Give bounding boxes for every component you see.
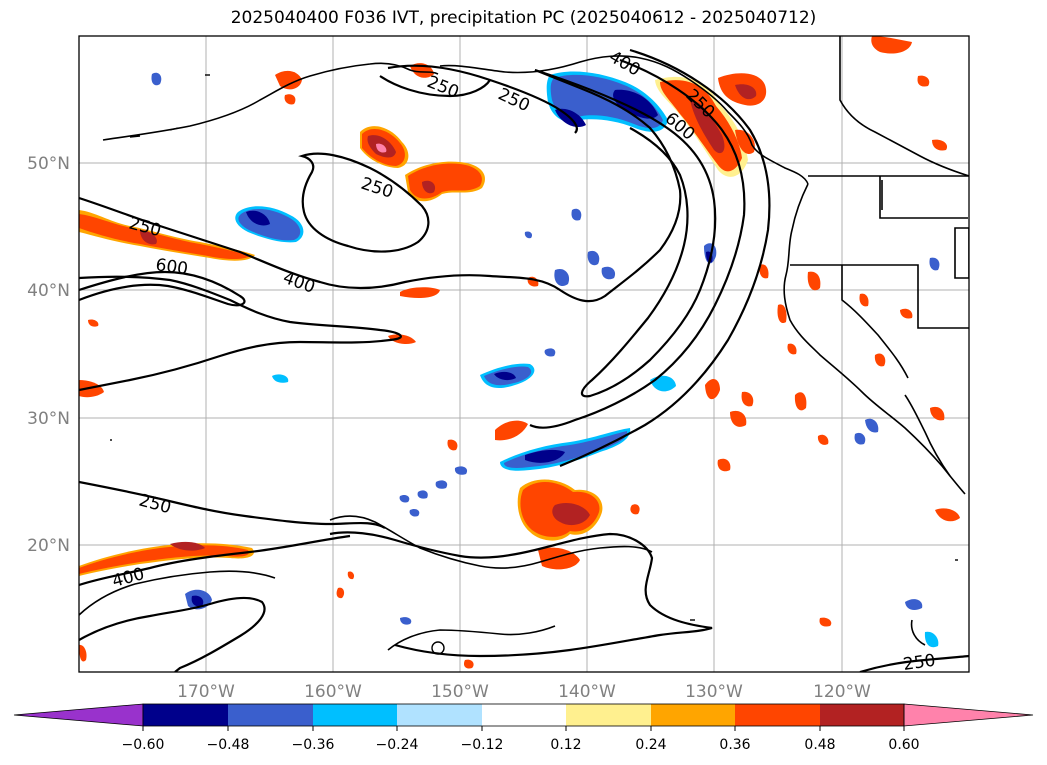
lon-labels: 170°W 160°W 150°W 140°W 130°W 120°W [177,682,871,702]
colorbar-segment [566,704,651,726]
colorbar-segment [735,704,820,726]
coastlines [79,36,969,651]
colorbar-extend-max [903,703,1034,727]
lat-label: 50°N [27,154,70,174]
colorbar-tick-label: −0.12 [461,737,504,753]
contour-label: 250 [902,651,937,675]
lat-label: 40°N [27,281,70,301]
colorbar-segment [228,704,313,726]
lon-label: 150°W [431,682,489,702]
lon-label: 160°W [304,682,362,702]
colorbar-segment [651,704,735,726]
colorbar-segment [820,704,904,726]
colorbar: −0.60 −0.48 −0.36 −0.24 −0.12 0.12 0.24 … [13,703,1034,753]
colorbar-tick-label: 0.12 [550,737,581,753]
map-frame [78,35,970,673]
positive-anomaly-patches [79,36,960,669]
lat-labels: 50°N 40°N 30°N 20°N [27,154,70,556]
colorbar-tick-label: 0.48 [804,737,835,753]
lon-label: 170°W [177,682,235,702]
colorbar-tick-label: −0.48 [207,737,250,753]
ivt-contours [79,48,969,672]
colorbar-tick-label: 0.24 [635,737,666,753]
colorbar-segment [397,704,482,726]
lat-label: 20°N [27,536,70,556]
colorbar-segment [143,704,228,726]
colorbar-tick-label: −0.24 [376,737,419,753]
colorbar-tick-label: −0.36 [292,737,335,753]
colorbar-tick-label: 0.60 [888,737,919,753]
contour-label: 600 [154,255,189,279]
negative-anomaly-patches [151,71,940,648]
colorbar-tick-label: −0.60 [122,737,165,753]
map-background [79,36,969,672]
colorbar-tick-label: 0.36 [719,737,750,753]
colorbar-extend-min [13,703,144,727]
lon-label: 140°W [558,682,616,702]
lon-label: 130°W [685,682,743,702]
colorbar-segment [313,704,397,726]
colorbar-segment [482,704,566,726]
map-title: 2025040400 F036 IVT, precipitation PC (2… [230,8,817,28]
lon-label: 120°W [813,682,871,702]
lat-label: 30°N [27,409,70,429]
